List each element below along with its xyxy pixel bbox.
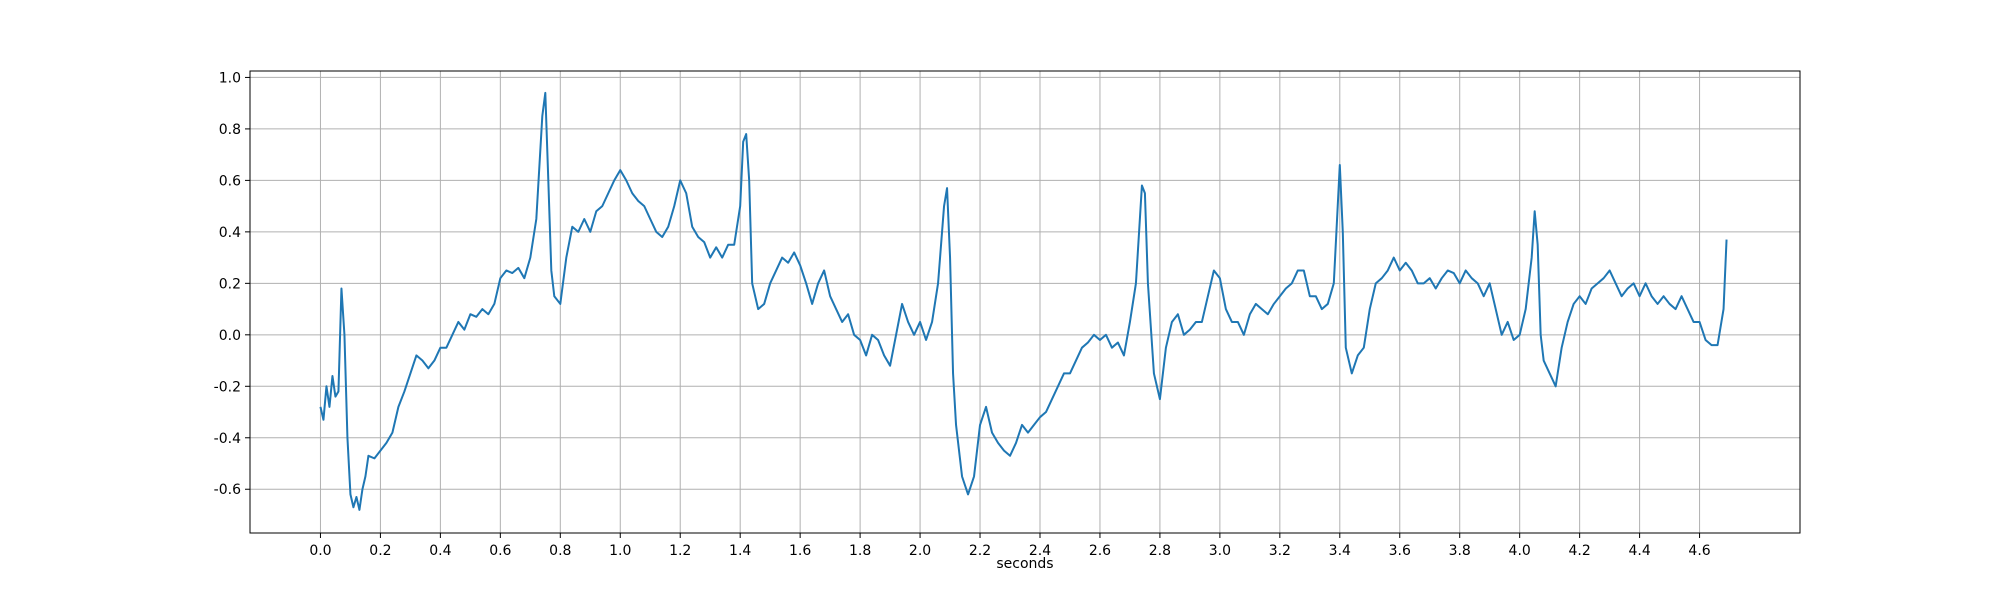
x-tick-label: 4.4 xyxy=(1628,543,1650,559)
y-tick-label: 0.0 xyxy=(219,328,241,344)
y-tick-label: 0.2 xyxy=(219,276,241,292)
x-tick-label: 0.6 xyxy=(489,543,511,559)
y-tick-label: 0.6 xyxy=(219,173,241,189)
x-tick-label: 0.4 xyxy=(429,543,451,559)
y-tick-label: 1.0 xyxy=(219,70,241,86)
x-tick-label: 2.0 xyxy=(909,543,931,559)
x-tick-label: 1.6 xyxy=(789,543,811,559)
x-tick-label: 1.0 xyxy=(609,543,631,559)
x-tick-label: 0.8 xyxy=(549,543,571,559)
x-tick-label: 3.8 xyxy=(1449,543,1471,559)
x-tick-label: 4.0 xyxy=(1509,543,1531,559)
y-tick-label: -0.2 xyxy=(214,379,241,395)
x-tick-label: 1.4 xyxy=(729,543,751,559)
y-tick-label: 0.8 xyxy=(219,122,241,138)
x-tick-label: 3.0 xyxy=(1209,543,1231,559)
x-tick-label: 3.6 xyxy=(1389,543,1411,559)
x-tick-label: 0.0 xyxy=(309,543,331,559)
line-series xyxy=(319,91,1728,511)
x-tick-label: 4.2 xyxy=(1569,543,1591,559)
x-tick-label: 1.8 xyxy=(849,543,871,559)
x-tick-label: 2.2 xyxy=(969,543,991,559)
x-tick-label: 2.8 xyxy=(1149,543,1171,559)
y-tick-label: -0.4 xyxy=(214,431,241,447)
x-tick-label: 1.2 xyxy=(669,543,691,559)
x-tick-label: 3.2 xyxy=(1269,543,1291,559)
x-tick-label: 3.4 xyxy=(1329,543,1351,559)
x-axis-label: seconds xyxy=(996,556,1053,572)
x-tick-label: 2.6 xyxy=(1089,543,1111,559)
y-tick-label: -0.6 xyxy=(214,482,241,498)
plot-frame xyxy=(249,70,1801,534)
y-tick-label: 0.4 xyxy=(219,225,241,241)
x-tick-label: 4.6 xyxy=(1688,543,1710,559)
x-tick-label: 2.4 xyxy=(1029,543,1051,559)
x-tick-label: 0.2 xyxy=(369,543,391,559)
